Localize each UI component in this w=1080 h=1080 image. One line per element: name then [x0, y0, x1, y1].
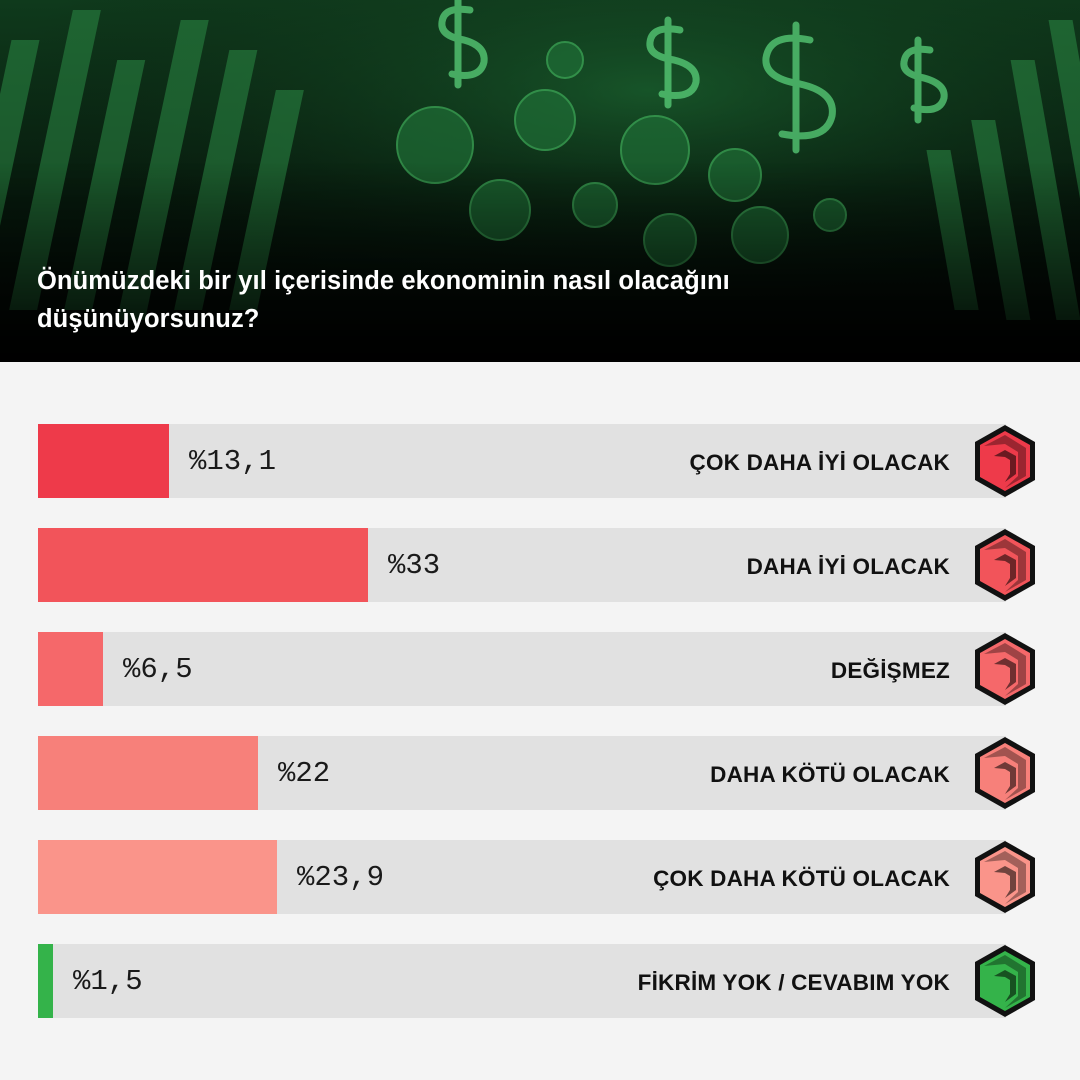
bar — [38, 632, 103, 706]
bar-row: %13,1 ÇOK DAHA İYİ OLACAK — [38, 424, 1040, 500]
header-banner: Önümüzdeki bir yıl içerisinde ekonominin… — [0, 0, 1080, 362]
bar — [38, 840, 277, 914]
bar-chart: %13,1 ÇOK DAHA İYİ OLACAK %33 DAHA İYİ OLAC… — [0, 362, 1080, 1080]
hexagon-badge-icon — [975, 529, 1035, 601]
bar-row: %6,5 DEĞİŞMEZ — [38, 632, 1040, 708]
hexagon-badge-icon — [975, 841, 1035, 913]
bar-track — [38, 424, 1006, 498]
data-label: %1,5 — [73, 965, 143, 998]
bar-row: %1,5 FİKRİM YOK / CEVABIM YOK — [38, 944, 1040, 1020]
bar — [38, 424, 169, 498]
hexagon-badge-icon — [975, 945, 1035, 1017]
category-label: ÇOK DAHA İYİ OLACAK — [689, 450, 950, 475]
data-label: %6,5 — [123, 653, 193, 686]
bar-row: %23,9 ÇOK DAHA KÖTÜ OLACAK — [38, 840, 1040, 916]
bar — [38, 736, 258, 810]
bar — [38, 528, 368, 602]
category-label: ÇOK DAHA KÖTÜ OLACAK — [653, 866, 950, 891]
page-title: Önümüzdeki bir yıl içerisinde ekonominin… — [37, 267, 730, 333]
hexagon-badge-icon — [975, 425, 1035, 497]
data-label: %33 — [388, 549, 441, 582]
data-label: %22 — [278, 757, 331, 790]
data-label: %23,9 — [297, 861, 385, 894]
category-label: FİKRİM YOK / CEVABIM YOK — [637, 970, 950, 995]
bar — [38, 944, 53, 1018]
bar-row: %22 DAHA KÖTÜ OLACAK — [38, 736, 1040, 812]
category-label: DEĞİŞMEZ — [830, 658, 950, 683]
bar-track — [38, 632, 1006, 706]
bar-row: %33 DAHA İYİ OLACAK — [38, 528, 1040, 604]
hexagon-badge-icon — [975, 737, 1035, 809]
category-label: DAHA İYİ OLACAK — [746, 554, 950, 579]
economy-virus-background-image — [0, 0, 1080, 362]
data-label: %13,1 — [189, 445, 277, 478]
category-label: DAHA KÖTÜ OLACAK — [710, 762, 950, 787]
hexagon-badge-icon — [975, 633, 1035, 705]
bar-track — [38, 944, 1006, 1018]
